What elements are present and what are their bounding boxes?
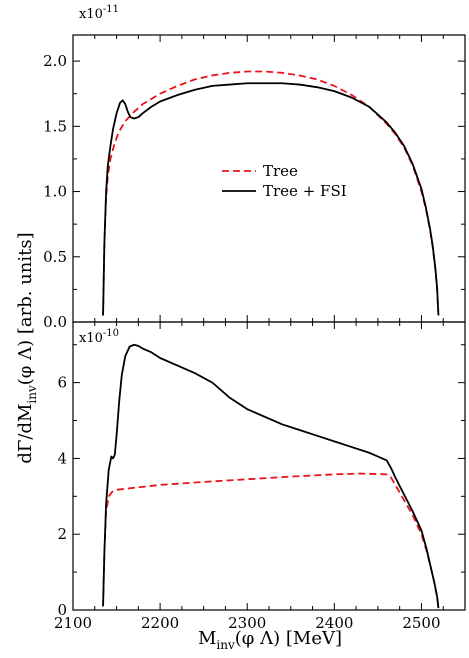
- x-axis-title-sub: inv: [216, 638, 235, 652]
- bottom-series-tree-fsi: [103, 345, 438, 608]
- bottom-plot-frame: [73, 322, 465, 610]
- bottom-series-tree: [103, 474, 438, 609]
- legend-label-tree-fsi: Tree + FSI: [263, 182, 347, 200]
- bottom-y-tick-label: 6: [57, 374, 67, 392]
- y-axis-title-sub: inv: [25, 385, 39, 404]
- top-panel: 0.0 0.5 1.0 1.5 2.0 x10-11 Tree Tree + FSI: [43, 4, 465, 331]
- top-scale-note: x10-11: [79, 4, 119, 22]
- bottom-y-tick-label: 2: [57, 525, 67, 543]
- y-axis-title: dΓ/dMinv(φ Λ) [arb. units]: [15, 232, 39, 463]
- top-y-tick-label: 0.0: [43, 313, 67, 331]
- top-y-tick-label: 0.5: [43, 248, 67, 266]
- top-y-tick-label: 1.0: [43, 183, 67, 201]
- x-axis-title-rest: (φ Λ) [MeV]: [235, 628, 342, 649]
- x-axis-title: Minv(φ Λ) [MeV]: [198, 628, 342, 652]
- top-y-tick-label: 2.0: [43, 52, 67, 70]
- bottom-y-tick-label: 4: [57, 449, 67, 467]
- y-axis-title-rest: (φ Λ) [arb. units]: [15, 232, 36, 385]
- x-tick-label: 2200: [141, 614, 179, 632]
- y-axis-title-main: dΓ/dM: [15, 404, 36, 464]
- bottom-y-tick-label: 0: [57, 601, 67, 619]
- top-y-tick-label: 1.5: [43, 117, 67, 135]
- x-axis-title-main: M: [198, 628, 216, 649]
- bottom-scale-note: x10-10: [79, 328, 119, 346]
- legend-label-tree: Tree: [263, 162, 298, 180]
- x-tick-label: 2500: [402, 614, 440, 632]
